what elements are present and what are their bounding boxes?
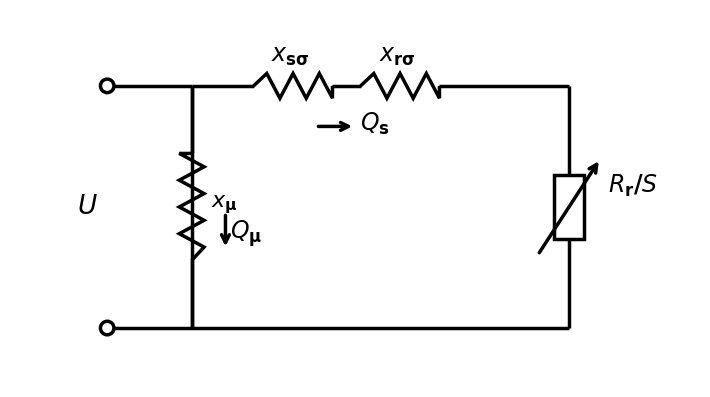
Text: $\mathbf{\mathit{Q}_{s}}$: $\mathbf{\mathit{Q}_{s}}$ (359, 111, 389, 137)
Bar (554, 175, 584, 239)
Text: $\mathbf{\mathit{x}_{s\sigma}}$: $\mathbf{\mathit{x}_{s\sigma}}$ (271, 44, 310, 68)
Text: $\mathbf{\mathit{U}}$: $\mathbf{\mathit{U}}$ (77, 194, 98, 220)
Text: $\mathbf{\mathit{x}_{r\sigma}}$: $\mathbf{\mathit{x}_{r\sigma}}$ (379, 44, 415, 68)
Text: $\mathbf{\mathit{R}_{r}/\mathit{S}}$: $\mathbf{\mathit{R}_{r}/\mathit{S}}$ (608, 172, 658, 198)
Text: $\mathbf{\mathit{Q}_{\mu}}$: $\mathbf{\mathit{Q}_{\mu}}$ (230, 218, 262, 249)
Text: $\mathbf{\mathit{x}_{\mu}}$: $\mathbf{\mathit{x}_{\mu}}$ (212, 193, 238, 216)
